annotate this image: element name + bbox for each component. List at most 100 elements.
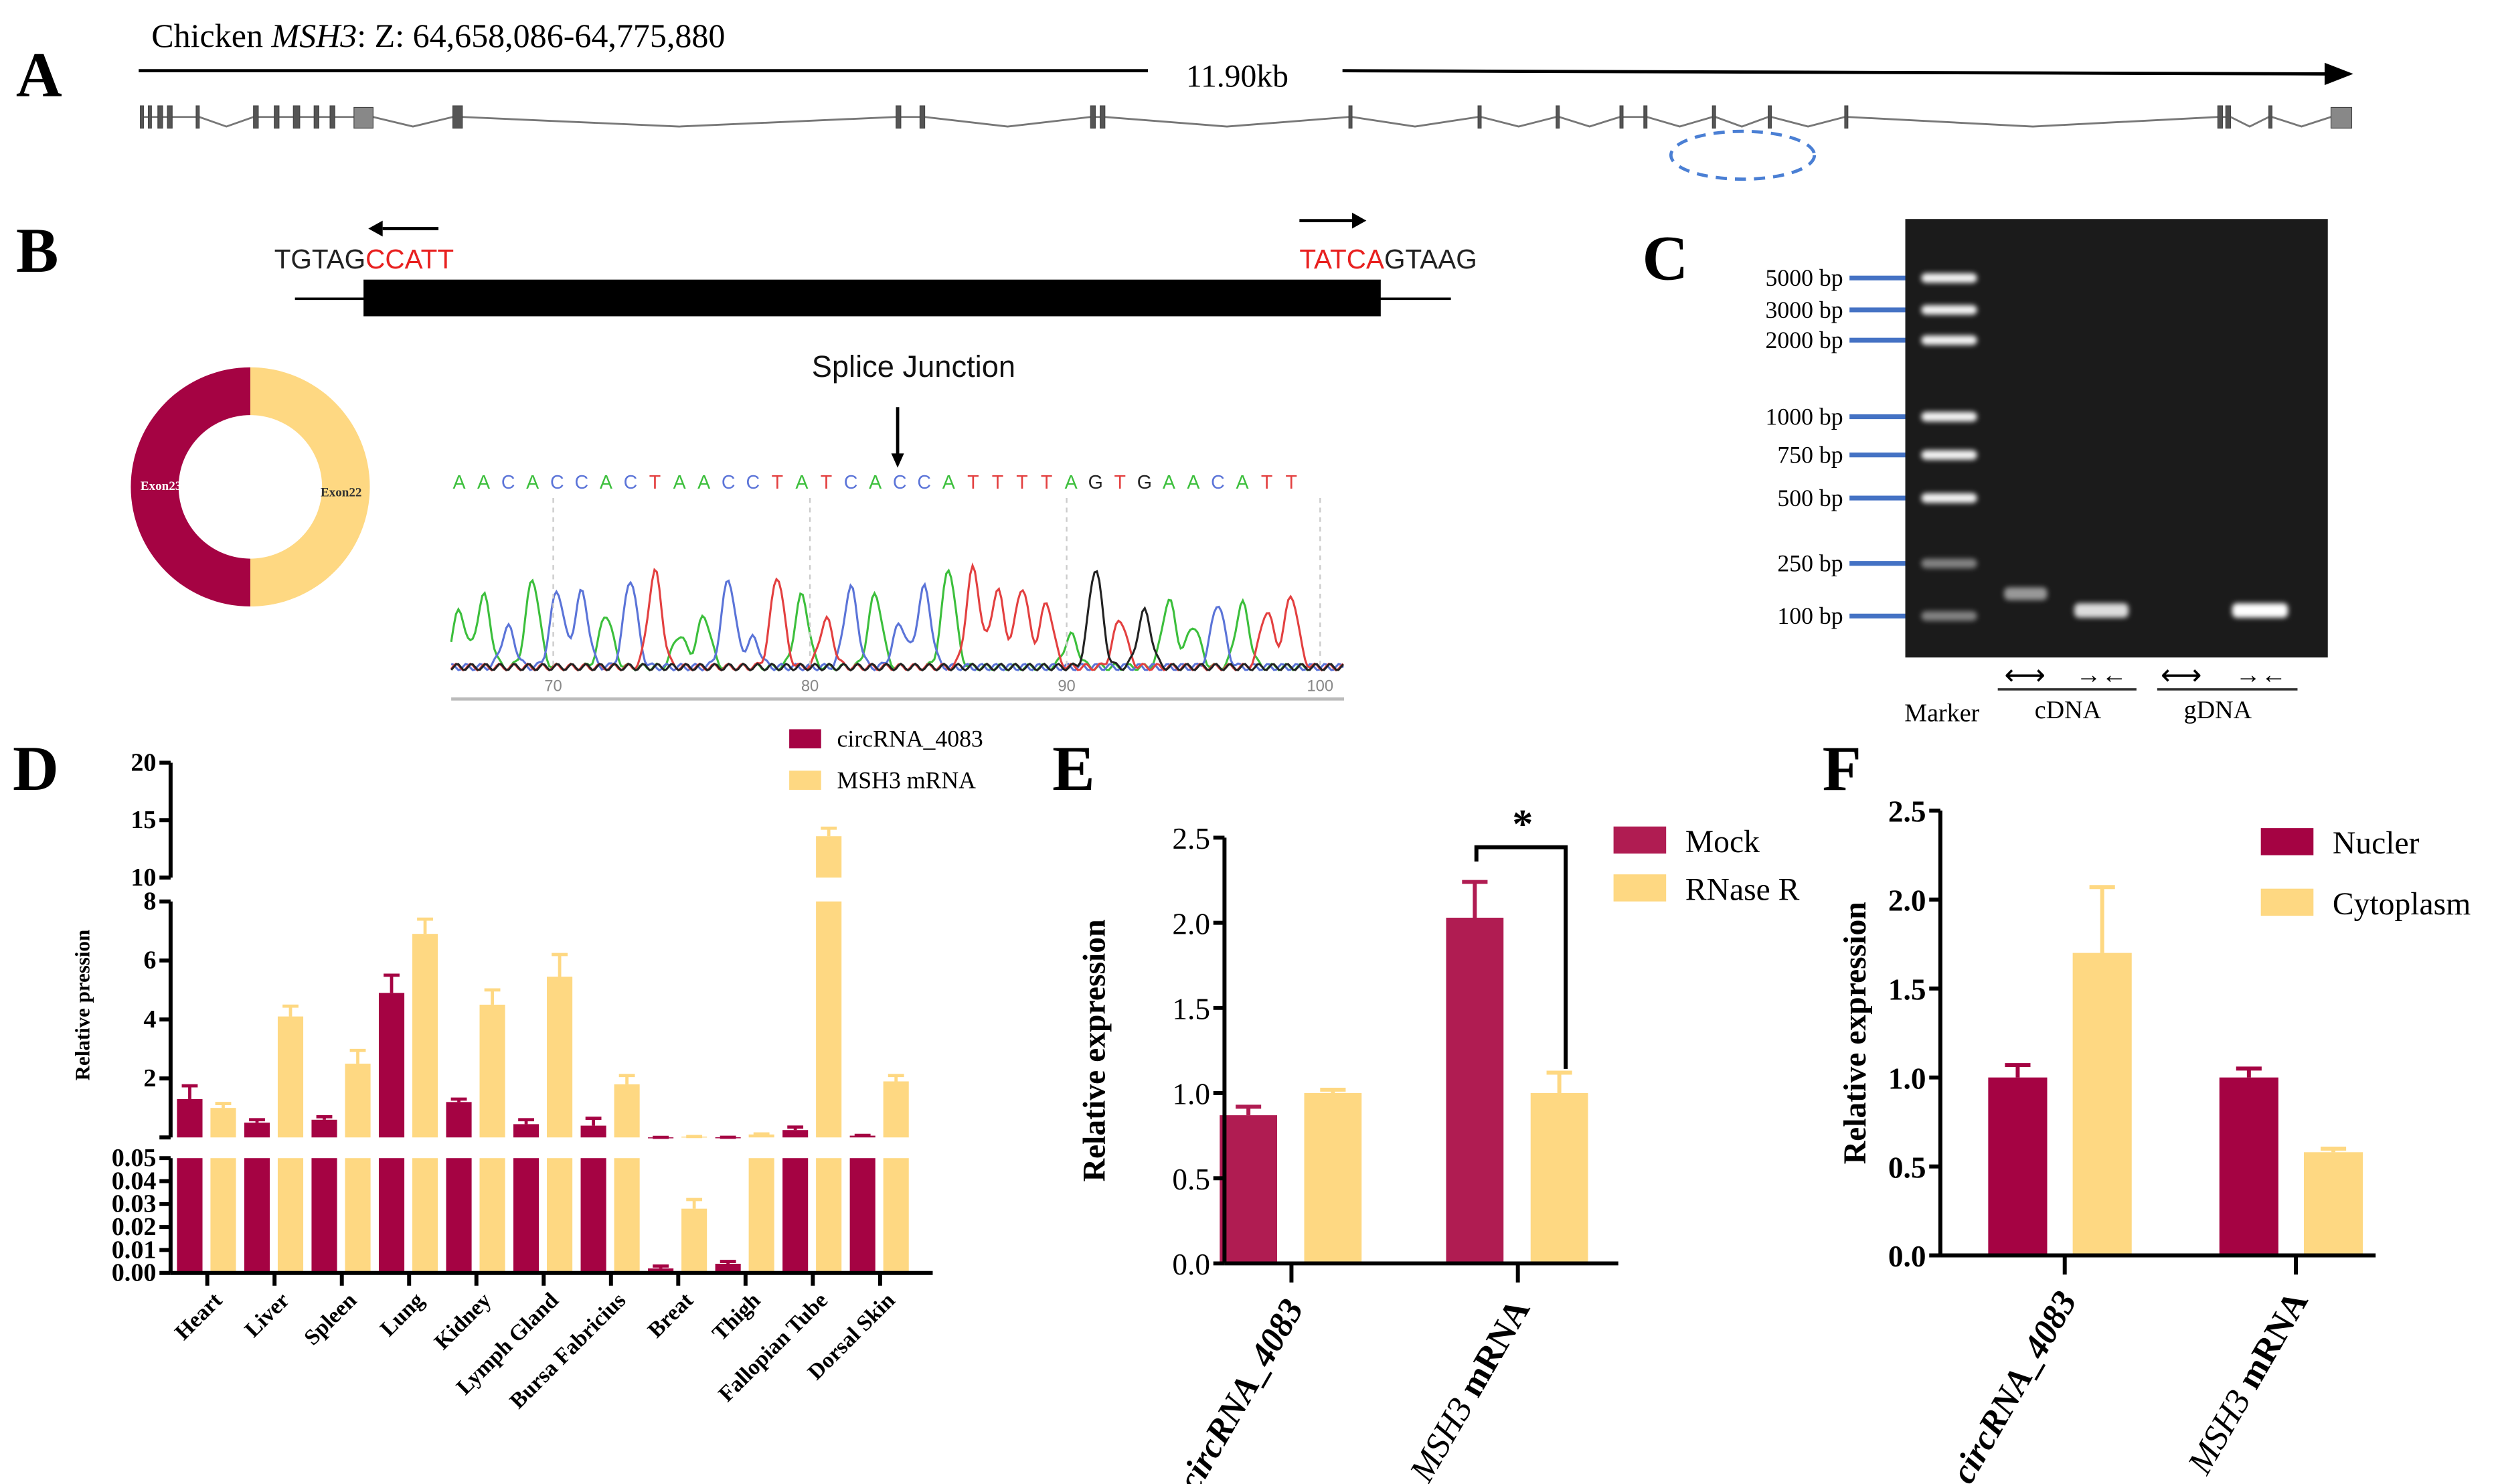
base-call: C [844,472,858,493]
bar-msh3-mrna [345,1158,371,1273]
bar-circrna_4083 [446,1158,472,1273]
base-call: A [1065,472,1078,493]
bar-circrna_4083 [513,1158,539,1273]
exon [195,105,200,129]
marker-band [1921,450,1977,460]
panel-letter-e: E [1052,733,1095,804]
ladder-label: 100 bp [1777,602,1843,629]
y-tick-label: 2.5 [1888,795,1926,829]
donut-exon23 [131,367,250,607]
legend-label: RNase R [1685,872,1800,907]
y-tick-label: 0.5 [1172,1163,1210,1196]
base-call: T [992,472,1003,493]
base-call: T [1016,472,1027,493]
legend-swatch [2260,828,2314,855]
legend-label: Nucler [2333,826,2420,861]
bar-msh3-mrna [412,934,438,1138]
arrow-right-icon [1351,212,1367,229]
bar-circrna_4083 [177,1158,203,1273]
y-tick-label: 2.0 [1888,884,1926,918]
x-tick-label: Thigh [707,1288,766,1346]
gene-title: Chicken MSH3: Z: 64,658,086-64,775,880 [151,17,725,54]
ladder-label: 2000 bp [1766,327,1843,353]
y-tick-label: 0.0 [1888,1240,1926,1273]
y-tick-label: 6 [143,946,156,975]
bar-circrna_4083 [311,1119,337,1138]
base-call: A [942,472,955,493]
base-call: T [1114,472,1126,493]
base-call: A [1163,472,1175,493]
base-call: C [550,472,564,493]
bar-msh3-mrna [816,1158,842,1273]
exon [353,106,373,129]
x-tick-label: Liver [240,1288,295,1342]
gel-bands: 5000 bp 3000 bp 2000 bp 1000 bp 750 bp 500 bp… [1766,264,2288,691]
y-tick-label: 8 [143,888,156,916]
y-tick-label: 0.0 [1172,1248,1210,1281]
bar-msh3-mrna [748,1134,774,1138]
y-tick-label: 1.0 [1172,1078,1210,1111]
bar-circrna_4083 [715,1263,741,1273]
bar-msh3-mrna [210,1108,236,1138]
x-tick-label: Spleen [299,1288,361,1350]
legend-swatch [1613,826,1667,854]
x-tick-label: Breat [643,1288,698,1343]
base-call: T [772,472,783,493]
bar-msh3-mrna [883,1158,909,1273]
position-tick: 90 [1058,677,1076,695]
panel-letter-a: A [16,39,62,110]
marker-band [1921,558,1977,568]
title-coords: : Z: 64,658,086-64,775,880 [357,17,725,54]
base-call: G [1137,472,1152,493]
panel-a: A Chicken MSH3: Z: 64,658,086-64,775,880… [16,17,2353,181]
exon [1099,105,1106,129]
exon [1348,105,1353,129]
gdna-convergent-band [2232,603,2288,618]
y-tick-label: 0.04 [112,1167,157,1195]
bar-msh3-mrna [479,1158,505,1273]
exon [157,105,163,129]
lane-label-marker: Marker [1904,699,1979,728]
legend-label: MSH3 mRNA [837,767,977,794]
bar-msh3-mrna [816,901,842,1138]
bar-msh3-mrna [210,1158,236,1273]
base-call: C [722,472,736,493]
exon [1477,105,1482,129]
panel-b: B TGTAGCCATT TATCAGTAAG Exon23 Exon22 Sp… [16,212,1477,701]
base-call: A [1187,472,1199,493]
base-call: A [600,472,612,493]
exon [140,105,144,129]
y-tick-label: 4 [143,1005,156,1034]
lane-label-cdna: cDNA [2035,696,2102,724]
bar-circrna_4083 [446,1102,472,1138]
y-axis-label: Relative pression [70,930,94,1081]
title-prefix: Chicken [151,17,271,54]
right-seq-exon: TATCA [1299,244,1384,274]
chromatogram: A A C A C C A C T A A C C T A T C A C C A T T T T A G T G A A C A T T70 80 9… [450,472,1345,701]
bar-circrna_4083 [648,1268,674,1273]
trace-G [450,570,1345,672]
bar-msh3-mrna [748,1158,774,1273]
highlight-ellipse [1669,129,1817,181]
y-tick-label: 15 [131,806,156,834]
exon [896,105,902,129]
panel-f: F circRNA_4083 MSH3 mRNA 0.0 0.5 1.0 1.5 2.0 2.… [1823,733,2471,1484]
bar-circrna_4083 [782,1158,809,1273]
base-call: T [967,472,979,493]
exon [2268,105,2272,129]
ladder-label: 750 bp [1777,442,1843,469]
lane-label-gdna: gDNA [2184,696,2252,724]
significance-bracket [1474,845,1568,1069]
convergent-primers-icon: →← [2236,661,2286,689]
bar-rnase-r [1304,1093,1362,1264]
bar-circrna_4083 [849,1158,876,1273]
exon [2330,106,2353,129]
base-call: C [746,472,760,493]
y-tick-label: 0.5 [1888,1151,1926,1184]
x-label-part: circRNA_4083 [1944,1285,2084,1484]
base-call: T [1041,472,1052,493]
trace-A [450,568,1344,672]
exon [919,105,926,129]
exon [1556,105,1560,129]
